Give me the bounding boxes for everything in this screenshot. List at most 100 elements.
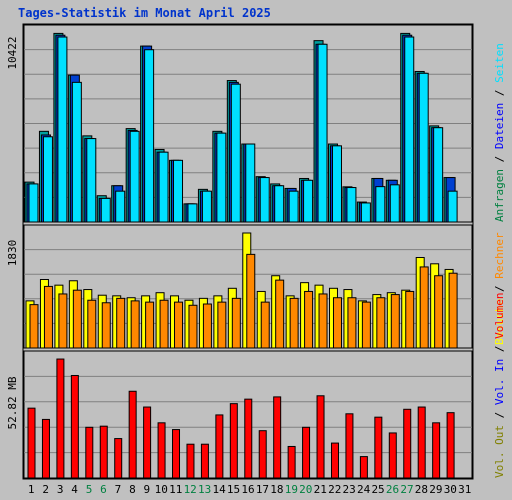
bar-volumen-day-7 [114, 438, 123, 479]
bar-seiten-day-9 [144, 49, 155, 223]
bar-seiten-day-8 [129, 130, 140, 223]
bar-volumen-day-21 [316, 395, 325, 479]
bar-volumen-day-10 [157, 422, 166, 479]
day-label-19: 19 [285, 483, 298, 496]
bar-volumen-day-6 [99, 425, 108, 479]
legend-entry: / [493, 405, 506, 425]
day-label-10: 10 [155, 483, 168, 496]
chart-border [22, 23, 474, 480]
day-label-30: 30 [444, 483, 457, 496]
legend-entry: Vol. Out [493, 425, 506, 478]
bar-rechner-day-25 [376, 297, 386, 349]
panel-top-max-label: 10422 [6, 36, 19, 69]
legend-entry: / [493, 149, 506, 169]
legend-bottom: Vol. Out / Vol. In / Volumen [493, 293, 506, 478]
bar-volumen-day-12 [186, 443, 195, 479]
legend-entry: Anfragen [493, 169, 506, 222]
day-label-21: 21 [314, 483, 327, 496]
bar-volumen-day-29 [432, 422, 441, 479]
bar-seiten-day-14 [216, 132, 227, 223]
bar-rechner-day-10 [159, 299, 169, 349]
panel-middle-max-label: 1830 [6, 240, 19, 267]
day-label-31: 31 [458, 483, 471, 496]
legend-entry: Volumen [493, 293, 506, 339]
bar-seiten-day-12 [187, 203, 198, 223]
legend-entry: Dateien [493, 103, 506, 149]
bar-seiten-day-10 [158, 151, 169, 223]
bar-seiten-day-7 [115, 190, 126, 223]
panel-middle [23, 224, 473, 349]
bar-rechner-day-18 [275, 279, 285, 349]
bar-volumen-day-13 [200, 443, 209, 479]
day-label-17: 17 [256, 483, 269, 496]
day-label-16: 16 [241, 483, 254, 496]
day-label-23: 23 [343, 483, 356, 496]
legend-entry: / [493, 279, 506, 299]
day-label-22: 22 [328, 483, 341, 496]
bar-rechner-day-4 [72, 289, 82, 349]
bar-volumen-day-26 [388, 432, 397, 479]
bar-seiten-day-24 [360, 202, 371, 223]
day-label-12: 12 [184, 483, 197, 496]
bar-volumen-day-2 [41, 418, 50, 479]
bar-seiten-day-22 [331, 145, 342, 223]
bar-rechner-day-7 [116, 297, 126, 349]
day-label-2: 2 [42, 483, 49, 496]
bar-seiten-day-20 [303, 179, 314, 223]
day-label-7: 7 [115, 483, 122, 496]
bar-rechner-day-15 [231, 297, 241, 349]
day-label-4: 4 [71, 483, 78, 496]
day-label-9: 9 [144, 483, 151, 496]
day-label-3: 3 [57, 483, 64, 496]
bar-volumen-day-15 [229, 403, 238, 479]
panel-bottom-max-label: 52.82 MB [6, 376, 19, 429]
bar-volumen-day-24 [359, 456, 368, 479]
day-label-5: 5 [86, 483, 93, 496]
bar-seiten-day-1 [28, 183, 39, 223]
bar-volumen-day-14 [215, 414, 224, 479]
day-label-13: 13 [198, 483, 211, 496]
bar-volumen-day-25 [374, 416, 383, 479]
panel-bottom [23, 350, 473, 479]
bar-rechner-day-29 [434, 275, 444, 349]
bar-seiten-day-23 [346, 187, 357, 223]
bar-rechner-day-1 [29, 304, 39, 349]
bar-volumen-day-27 [403, 408, 412, 479]
bar-rechner-day-19 [289, 297, 299, 349]
day-label-25: 25 [371, 483, 384, 496]
bar-seiten-day-11 [173, 159, 184, 223]
chart-title: Tages-Statistik im Monat April 2025 [18, 6, 271, 20]
bar-rechner-day-27 [405, 290, 415, 349]
panel-top [23, 24, 473, 223]
day-label-26: 26 [386, 483, 399, 496]
legend-entry: Seiten [493, 43, 506, 83]
bar-rechner-day-11 [174, 301, 184, 349]
bar-rechner-day-16 [246, 253, 256, 349]
bar-seiten-day-27 [404, 36, 415, 223]
bar-volumen-day-9 [143, 406, 152, 479]
bar-seiten-day-3 [57, 36, 68, 223]
day-label-14: 14 [212, 483, 226, 496]
bar-volumen-day-18 [273, 396, 282, 479]
legend-middle: Besuche / Rechner [493, 232, 506, 345]
bar-volumen-day-28 [417, 406, 426, 479]
bar-rechner-day-21 [318, 293, 328, 349]
legend-entry: Besuche [493, 299, 506, 345]
bar-rechner-day-17 [260, 301, 270, 349]
day-label-11: 11 [169, 483, 182, 496]
day-label-15: 15 [227, 483, 240, 496]
bar-volumen-day-16 [244, 398, 253, 479]
bar-seiten-day-29 [433, 127, 444, 223]
bar-volumen-day-30 [446, 412, 455, 479]
bar-volumen-day-5 [85, 426, 94, 479]
bar-volumen-day-22 [330, 442, 339, 479]
bar-rechner-day-20 [304, 290, 314, 349]
bar-seiten-day-13 [201, 190, 212, 223]
day-label-28: 28 [415, 483, 428, 496]
bar-seiten-day-19 [288, 190, 299, 223]
bar-seiten-day-28 [418, 72, 429, 223]
bar-rechner-day-30 [448, 272, 458, 349]
legend-entry: / [493, 339, 506, 359]
legend-top: Anfragen / Dateien / Seiten [493, 43, 506, 222]
